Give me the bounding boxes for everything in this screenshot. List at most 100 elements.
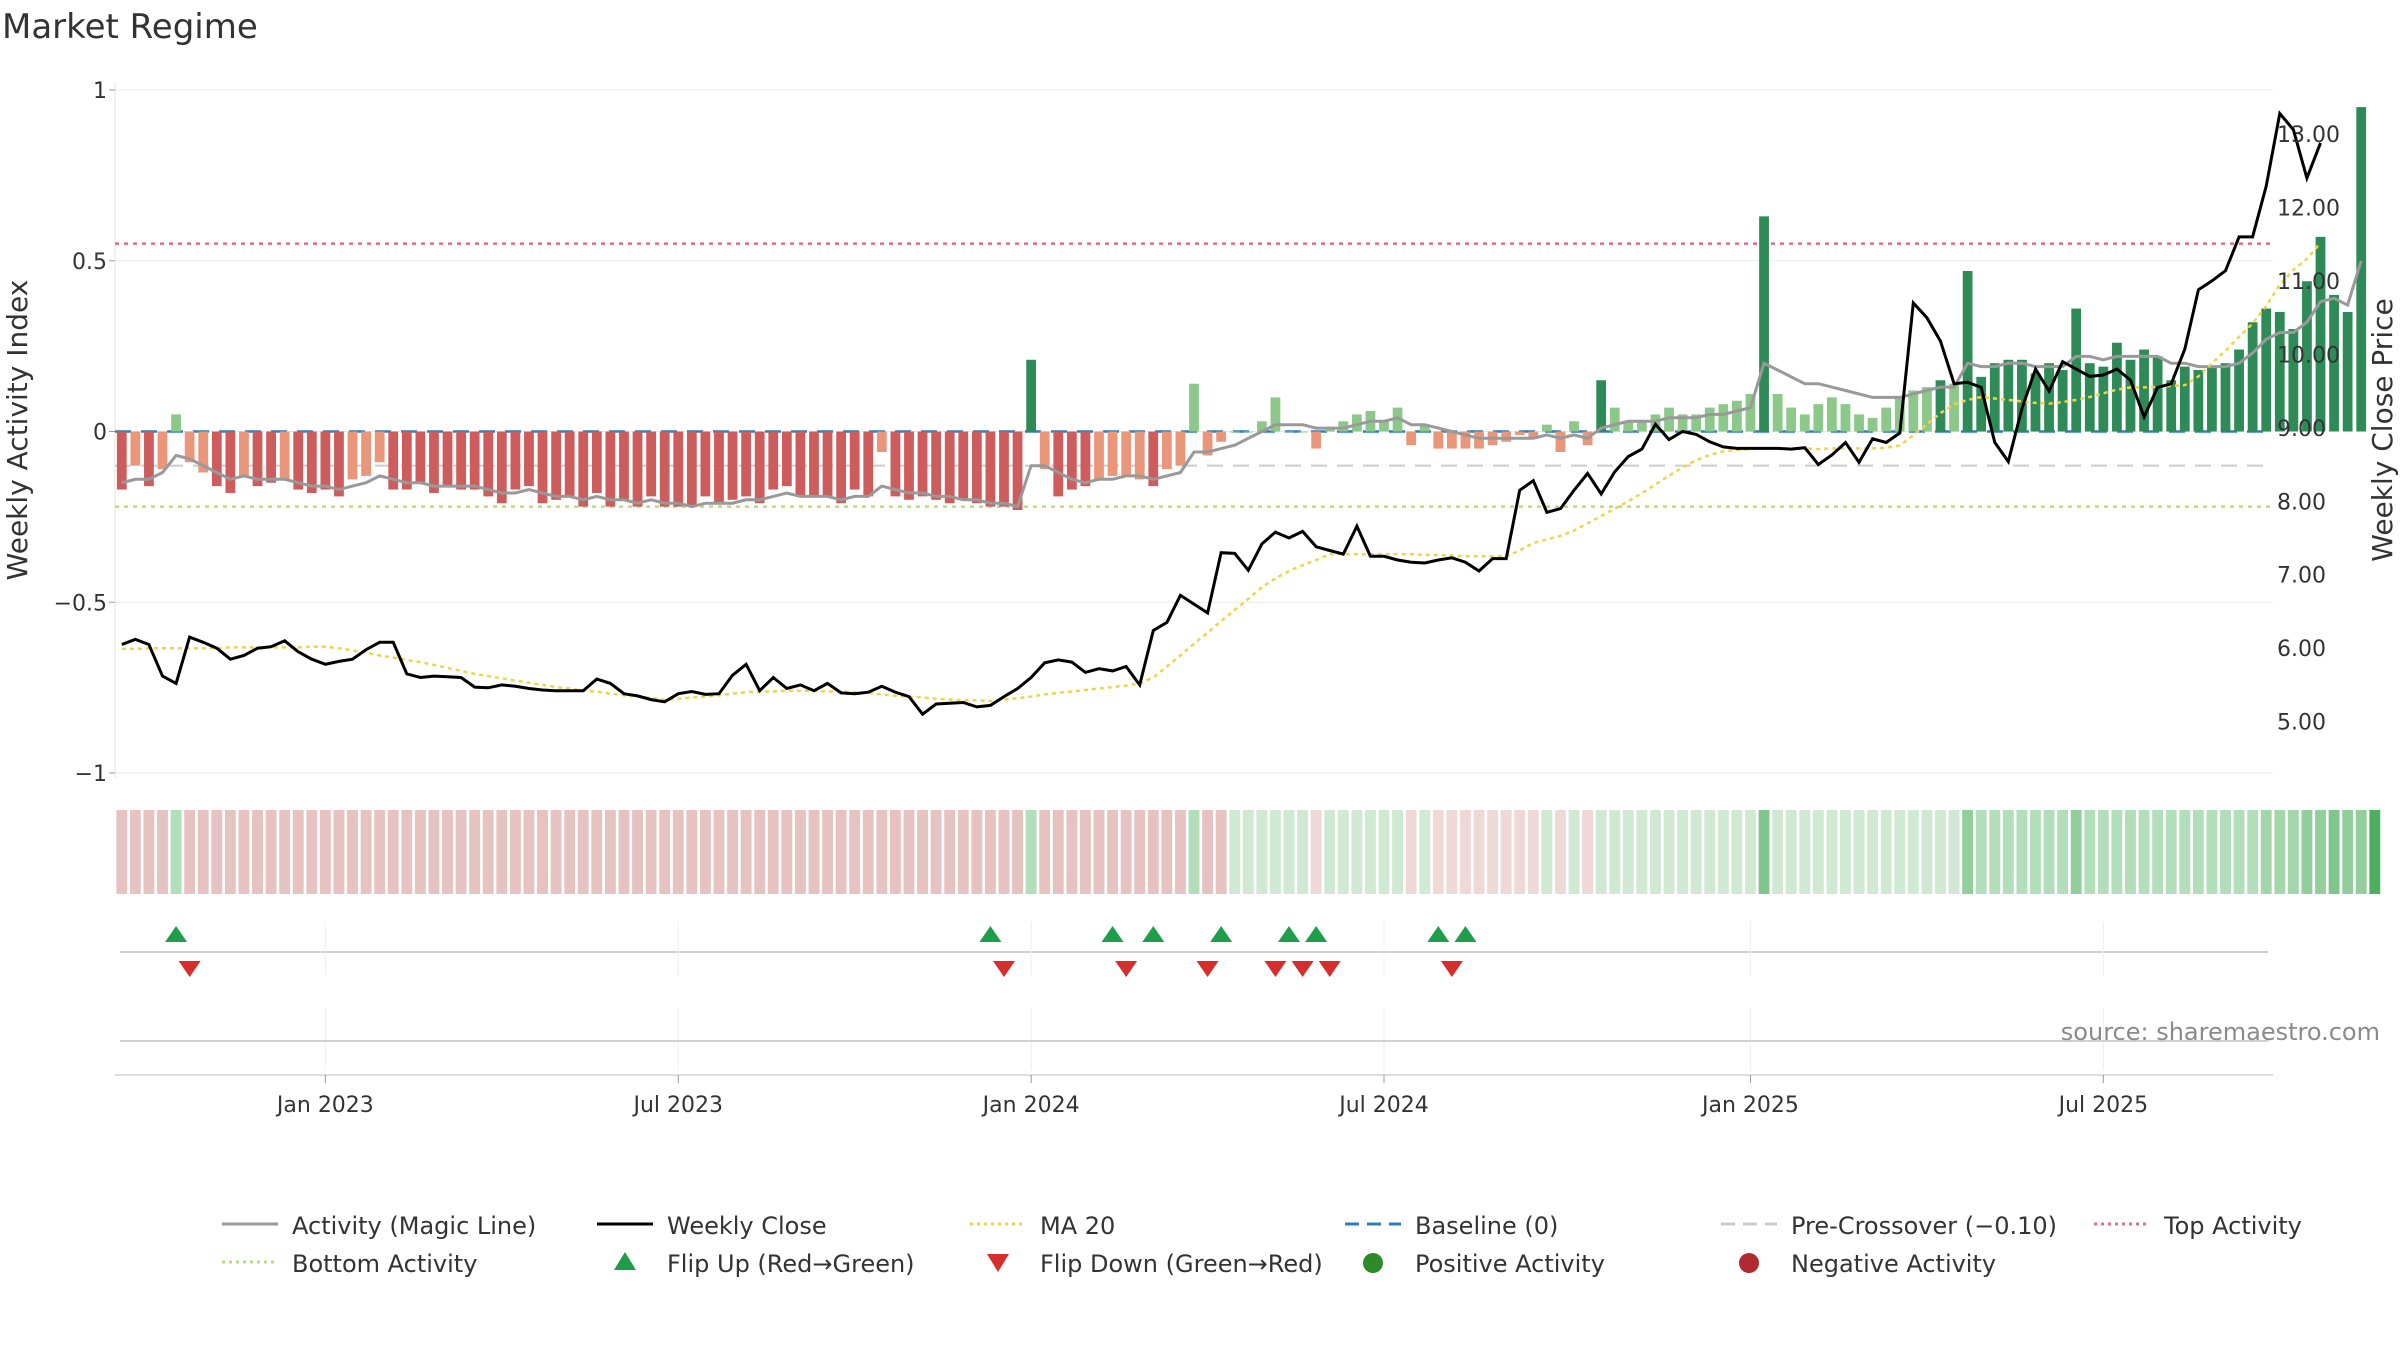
legend-item: Bottom Activity	[222, 1250, 477, 1278]
x-tick-label: Jan 2025	[1700, 1093, 1799, 1118]
regime-cell	[740, 810, 752, 894]
flip-down-marker	[992, 961, 1015, 977]
activity-bar	[727, 431, 738, 500]
x-tick-label: Jan 2023	[275, 1093, 374, 1118]
activity-bar	[795, 431, 806, 497]
regime-cell	[618, 810, 630, 894]
activity-bar	[2125, 359, 2136, 432]
activity-bar	[822, 431, 833, 497]
activity-bar	[1637, 421, 1647, 432]
regime-cell	[2070, 810, 2082, 894]
activity-bar	[1894, 397, 1905, 432]
legend-label: Flip Down (Green→Red)	[1040, 1250, 1323, 1278]
regime-cell	[2057, 810, 2069, 894]
activity-bar	[2098, 366, 2109, 432]
activity-bar	[1256, 421, 1267, 432]
activity-bar	[2207, 366, 2217, 432]
flip-up-marker	[1454, 926, 1477, 942]
regime-cell	[1717, 810, 1729, 894]
regime-cell	[292, 810, 304, 894]
activity-bar	[1053, 431, 1064, 497]
activity-bar	[2179, 366, 2190, 432]
regime-cell	[2274, 810, 2286, 894]
regime-cell	[1242, 810, 1254, 894]
regime-cell	[1202, 810, 1214, 894]
activity-bar	[1419, 424, 1430, 432]
activity-bar	[741, 431, 751, 497]
activity-bar	[1311, 431, 1322, 449]
legend-label: Negative Activity	[1791, 1250, 1996, 1278]
legend-item: Weekly Close	[597, 1212, 827, 1240]
activity-bar	[239, 431, 249, 476]
activity-bar	[1216, 431, 1227, 442]
activity-bar	[388, 431, 399, 490]
regime-cell	[1351, 810, 1363, 894]
activity-bar	[1881, 407, 1892, 432]
activity-bar	[1284, 431, 1294, 433]
activity-bar	[2220, 363, 2231, 432]
regime-cell	[1541, 810, 1553, 894]
flip-down-marker	[1291, 961, 1314, 977]
legend-item: Baseline (0)	[1345, 1212, 1558, 1240]
flip-up-marker	[165, 926, 188, 942]
regime-cell	[2315, 810, 2326, 894]
activity-bar	[2274, 311, 2285, 432]
regime-cell	[1907, 810, 1919, 894]
regime-cell	[401, 810, 413, 894]
left-tick-label: 1	[93, 79, 107, 104]
regime-cell	[944, 810, 956, 894]
ma20-line	[121, 241, 2322, 703]
activity-bar	[944, 431, 955, 504]
regime-cell	[116, 810, 128, 894]
activity-bar	[2302, 281, 2312, 432]
regime-cell	[1025, 810, 1037, 894]
activity-bar	[252, 431, 263, 487]
activity-bar	[1270, 397, 1281, 432]
regime-cell	[713, 810, 725, 894]
regime-cell	[1595, 810, 1607, 894]
regime-cell	[374, 810, 386, 894]
activity-bar	[754, 431, 765, 504]
regime-cell	[1337, 810, 1349, 894]
activity-bar	[809, 431, 819, 497]
regime-cell	[699, 810, 711, 894]
right-tick-label: 6.00	[2277, 637, 2326, 662]
regime-cell	[387, 810, 399, 894]
regime-cell	[903, 810, 915, 894]
activity-bar	[456, 431, 466, 490]
regime-cell	[645, 810, 657, 894]
regime-cell	[1785, 810, 1797, 894]
activity-bar	[1691, 414, 1702, 432]
regime-cell	[2328, 810, 2340, 894]
regime-cell	[2138, 810, 2150, 894]
regime-cell	[1935, 810, 1946, 894]
regime-cell	[1365, 810, 1376, 894]
activity-bar	[1094, 431, 1104, 480]
regime-cell	[482, 810, 494, 894]
regime-cell	[2152, 810, 2164, 894]
activity-bar	[1759, 216, 1769, 432]
regime-cell	[971, 810, 983, 894]
flip-down-marker	[178, 961, 201, 977]
activity-bar	[632, 431, 643, 507]
activity-bar	[1026, 359, 1037, 432]
activity-bar	[673, 431, 684, 507]
right-tick-label: 8.00	[2277, 490, 2326, 515]
regime-cell	[1107, 810, 1118, 894]
regime-cell	[2165, 810, 2177, 894]
regime-cell	[767, 810, 779, 894]
regime-cell	[604, 810, 616, 894]
regime-cell	[1812, 810, 1824, 894]
flip-down-marker	[1318, 961, 1341, 977]
legend-dot-icon	[1363, 1253, 1383, 1273]
activity-bar	[849, 431, 860, 490]
regime-cell	[2355, 810, 2367, 894]
regime-cell	[659, 810, 671, 894]
regime-cell	[889, 810, 901, 894]
regime-cell	[347, 810, 358, 894]
legend-flip-up-icon	[614, 1252, 636, 1270]
regime-cell	[2247, 810, 2259, 894]
activity-bar	[510, 431, 521, 490]
activity-bar	[469, 431, 480, 490]
regime-cell	[2301, 810, 2313, 894]
